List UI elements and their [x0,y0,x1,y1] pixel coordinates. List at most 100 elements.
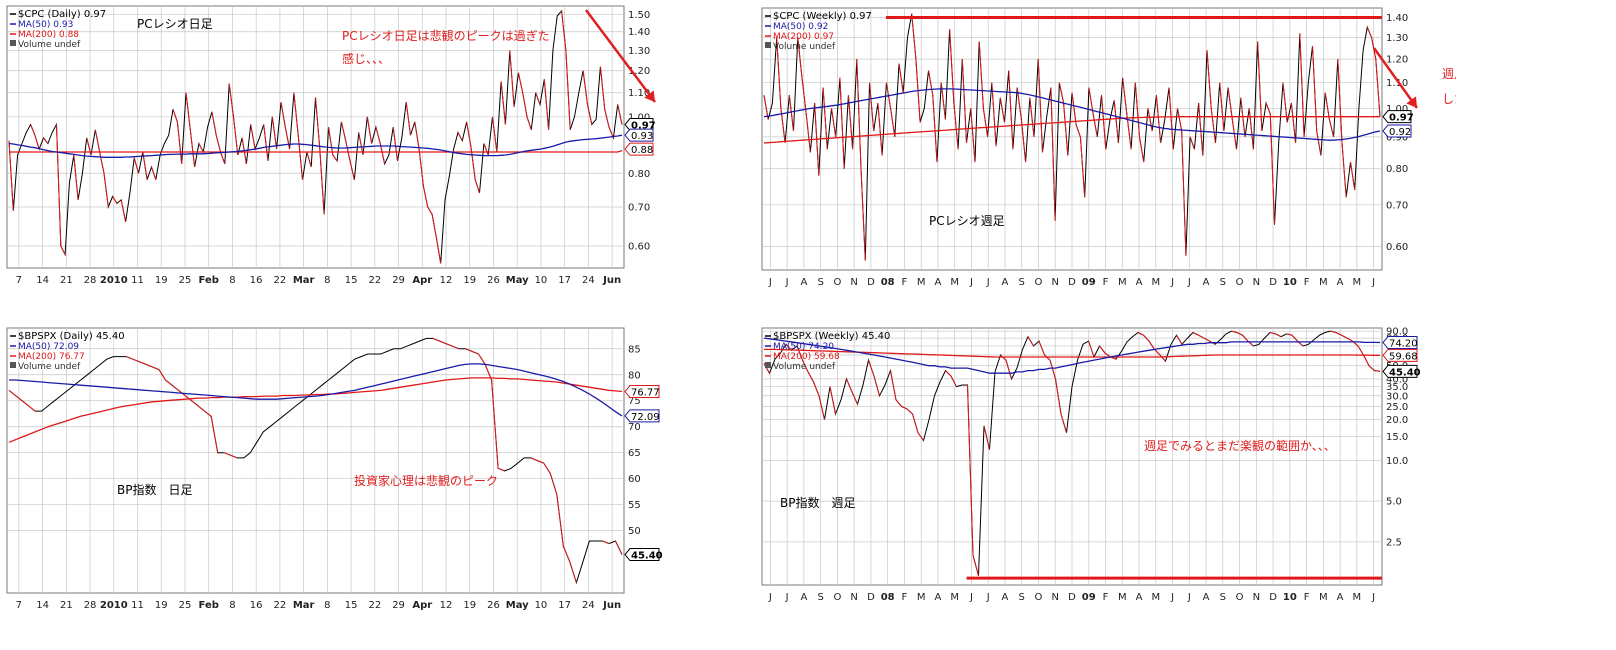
y-tick-label: 1.50 [628,10,650,21]
price-down-segment [1291,334,1298,342]
price-down-segment [198,143,204,153]
x-tick-label: J [1187,277,1191,288]
y-tick-label: 15.0 [1386,432,1408,443]
price-down-segment [176,121,183,164]
price-down-segment [831,108,837,137]
y-tick-label: 0.70 [628,203,650,214]
price-down-segment [1282,82,1288,123]
price-down-segment [526,116,532,130]
price-down-segment [1159,354,1166,362]
price-down-segment [263,124,269,161]
legend-entry: MA(200) 0.88 [10,30,79,40]
legend-entry: $BPSPX (Daily) 45.40 [10,331,125,342]
chart-svg: J J A S O N D 08 F M A M J J A S O N D 09 F M A M J J A S O N D 10 F M A M J… [761,7,1550,288]
price-down-segment [392,127,399,161]
x-tick-label: J [969,277,973,288]
price-down-segment [911,13,917,60]
x-tick-label: J [785,277,789,288]
price-down-segment [185,92,191,130]
price-down-segment [1134,82,1141,137]
x-tick-label: J [1187,592,1191,603]
x-tick-label: 24 [582,600,595,611]
price-down-segment [953,103,959,150]
x-tick-label: O [833,592,841,603]
x-tick-label: S [1019,277,1025,288]
x-tick-label: 19 [155,275,168,286]
x-tick-label: O [1236,592,1244,603]
y-tick-label: 65 [628,448,641,459]
legend-label: MA(200) 59.68 [773,352,840,362]
x-tick-label: 19 [463,275,476,286]
price-down-segment [982,108,989,137]
x-tick-label: F [1304,592,1310,603]
x-tick-label: 22 [368,600,381,611]
x-tick-label: M [950,277,959,288]
price-down-segment [375,127,381,144]
y-tick-label: 30.0 [1386,391,1408,402]
legend-entry: $CPC (Daily) 0.97 [10,9,106,20]
price-down-segment [967,385,974,555]
x-tick-label: J [1170,592,1174,603]
price-down-segment [1341,142,1347,198]
y-tick-label: 1.20 [1386,55,1408,66]
price-down-segment [1008,70,1014,150]
price-down-segment [422,186,429,208]
chart-cpc-daily: 7 14 21 28 2010 11 19 25 Feb 8 16 22 Mar 8 15 22 29 Apr 12… [0,0,682,300]
price-tag-label: 0.93 [631,131,653,142]
x-tick-label: A [1203,277,1210,288]
series-line-ma50 [763,88,1381,141]
price-down-segment [950,375,957,387]
x-tick-label: 19 [155,600,168,611]
x-tick-label: 7 [16,600,22,611]
price-down-segment [224,452,231,456]
price-down-segment [165,379,173,386]
y-tick-label: 1.00 [628,112,650,123]
price-down-segment [452,345,460,350]
x-tick-label: O [1035,592,1043,603]
price-down-segment [126,356,134,360]
x-tick-label: M [1319,592,1328,603]
price-down-segment [345,140,351,162]
x-tick-label: 16 [250,600,263,611]
price-down-segment [604,109,610,128]
price-down-segment [172,109,178,123]
x-tick-label: 10 [1283,592,1297,603]
x-tick-label: 2010 [100,600,128,611]
x-tick-label: 11 [131,600,144,611]
x-tick-label: 17 [558,600,571,611]
price-down-segment [1143,334,1150,342]
price-down-segment [306,151,312,168]
price-down-segment [1219,82,1225,132]
y-tick-label: 55 [628,500,641,511]
price-down-segment [917,432,924,441]
price-down-segment [1341,334,1348,339]
price-down-segment [839,77,845,169]
x-tick-label: D [1068,277,1076,288]
price-down-segment [1206,50,1212,109]
price-down-segment [1027,336,1034,347]
price-down-segment [445,343,453,347]
price-down-segment [431,214,437,238]
price-down-segment [73,154,79,200]
x-tick-label: 09 [1082,277,1096,288]
price-down-segment [549,473,558,495]
price-down-segment [184,395,192,402]
y-tick-label: 50 [628,526,641,537]
price-down-segment [556,494,564,547]
price-down-segment [1113,100,1119,144]
price-down-segment [1154,349,1161,356]
x-tick-label: N [1052,277,1059,288]
volume-icon [10,40,16,46]
x-tick-label: D [1269,592,1277,603]
price-down-segment [112,196,118,204]
x-tick-label: O [1236,277,1244,288]
price-down-segment [465,348,473,352]
price-down-segment [366,116,373,144]
annotation-note1: 週足でみるとまだ楽観の範囲か、、、 [1144,438,1336,453]
price-down-segment [210,416,219,453]
price-tag: 0.92 [1382,124,1412,138]
price-down-segment [171,384,179,391]
x-tick-label: J [969,592,973,603]
x-tick-label: 14 [36,600,49,611]
price-down-segment [145,363,153,368]
